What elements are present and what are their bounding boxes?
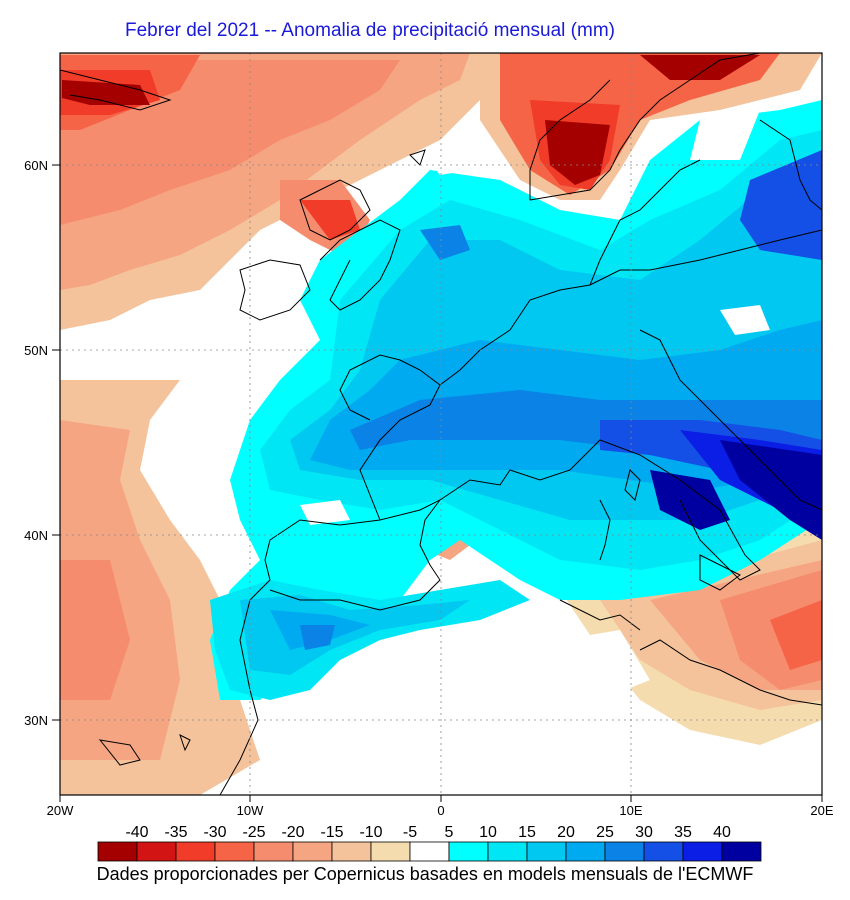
- legend-label: 25: [596, 824, 614, 841]
- graticule: [60, 53, 822, 795]
- legend-label: 35: [674, 824, 692, 841]
- legend-color-bar: [97, 841, 762, 862]
- lat-label-50n: 50N: [24, 343, 48, 358]
- longitude-labels: 20W 10W 0 10E 20E: [47, 803, 834, 818]
- legend-label: -30: [203, 824, 226, 841]
- legend-label: 30: [635, 824, 653, 841]
- legend-swatch: [175, 841, 216, 862]
- anomaly-field: [60, 53, 822, 795]
- lon-label-10e: 10E: [619, 803, 642, 818]
- lon-label-20w: 20W: [47, 803, 74, 818]
- legend-label: -35: [164, 824, 187, 841]
- legend-swatch: [526, 841, 567, 862]
- legend-label: 5: [445, 824, 454, 841]
- coastlines: [60, 53, 822, 795]
- lat-label-60n: 60N: [24, 158, 48, 173]
- lat-label-40n: 40N: [24, 528, 48, 543]
- map-title: Febrer del 2021 -- Anomalia de precipita…: [125, 20, 615, 41]
- data-credit: Dades proporcionades per Copernicus basa…: [96, 864, 754, 884]
- lon-label-20e: 20E: [810, 803, 833, 818]
- legend-label: 15: [518, 824, 536, 841]
- legend-swatch: [331, 841, 372, 862]
- legend-swatch: [448, 841, 489, 862]
- latitude-labels: 60N 50N 40N 30N: [24, 158, 48, 728]
- legend-swatch: [643, 841, 684, 862]
- legend-swatch: [487, 841, 528, 862]
- legend-swatch: [136, 841, 177, 862]
- lat-label-30n: 30N: [24, 713, 48, 728]
- neutral-patches: [300, 110, 770, 700]
- legend-swatch: [565, 841, 606, 862]
- legend-swatch: [682, 841, 723, 862]
- legend-label: -5: [403, 824, 417, 841]
- legend-label: 20: [557, 824, 575, 841]
- legend-label: -10: [359, 824, 382, 841]
- legend-label: -20: [281, 824, 304, 841]
- legend-swatch: [292, 841, 333, 862]
- legend-labels: -40 -35 -30 -25 -20 -15 -10 -5 5 10 15 20 25 30 35 40: [125, 824, 731, 841]
- legend-swatch: [214, 841, 255, 862]
- lon-label-0: 0: [437, 803, 444, 818]
- legend-swatch: [409, 841, 450, 862]
- legend-swatch: [97, 841, 138, 862]
- legend-label: -25: [242, 824, 265, 841]
- legend-swatch: [721, 841, 762, 862]
- axis-ticks: [52, 164, 823, 802]
- legend-swatch: [604, 841, 645, 862]
- legend-swatch: [253, 841, 294, 862]
- legend-label: 40: [713, 824, 731, 841]
- legend-label: -15: [320, 824, 343, 841]
- legend-label: -40: [125, 824, 148, 841]
- lon-label-10w: 10W: [237, 803, 264, 818]
- legend-label: 10: [479, 824, 497, 841]
- legend-swatch: [370, 841, 411, 862]
